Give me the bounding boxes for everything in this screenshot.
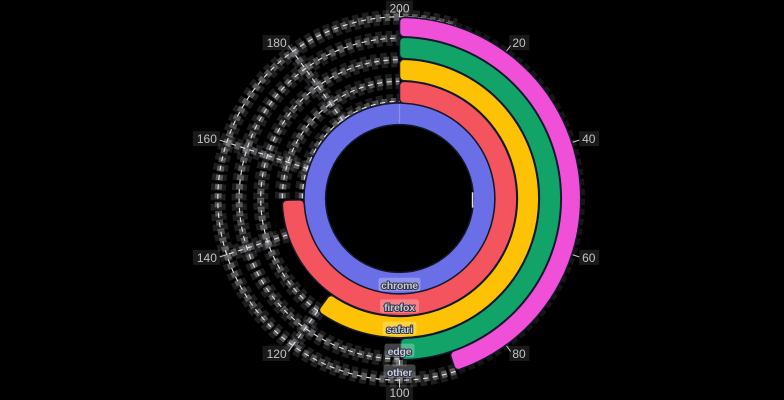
svg-text:120: 120	[267, 347, 287, 361]
svg-text:other: other	[387, 367, 412, 379]
svg-text:200: 200	[389, 2, 409, 16]
svg-text:100: 100	[389, 386, 409, 400]
svg-text:safari: safari	[386, 324, 413, 336]
svg-text:160: 160	[197, 132, 217, 146]
svg-text:firefox: firefox	[384, 302, 415, 314]
svg-text:80: 80	[512, 347, 526, 361]
svg-text:60: 60	[582, 251, 596, 265]
svg-text:40: 40	[582, 132, 596, 146]
svg-text:140: 140	[197, 251, 217, 265]
svg-text:edge: edge	[388, 346, 412, 358]
svg-text:20: 20	[512, 36, 526, 50]
svg-text:chrome: chrome	[381, 280, 418, 292]
svg-text:180: 180	[267, 36, 287, 50]
